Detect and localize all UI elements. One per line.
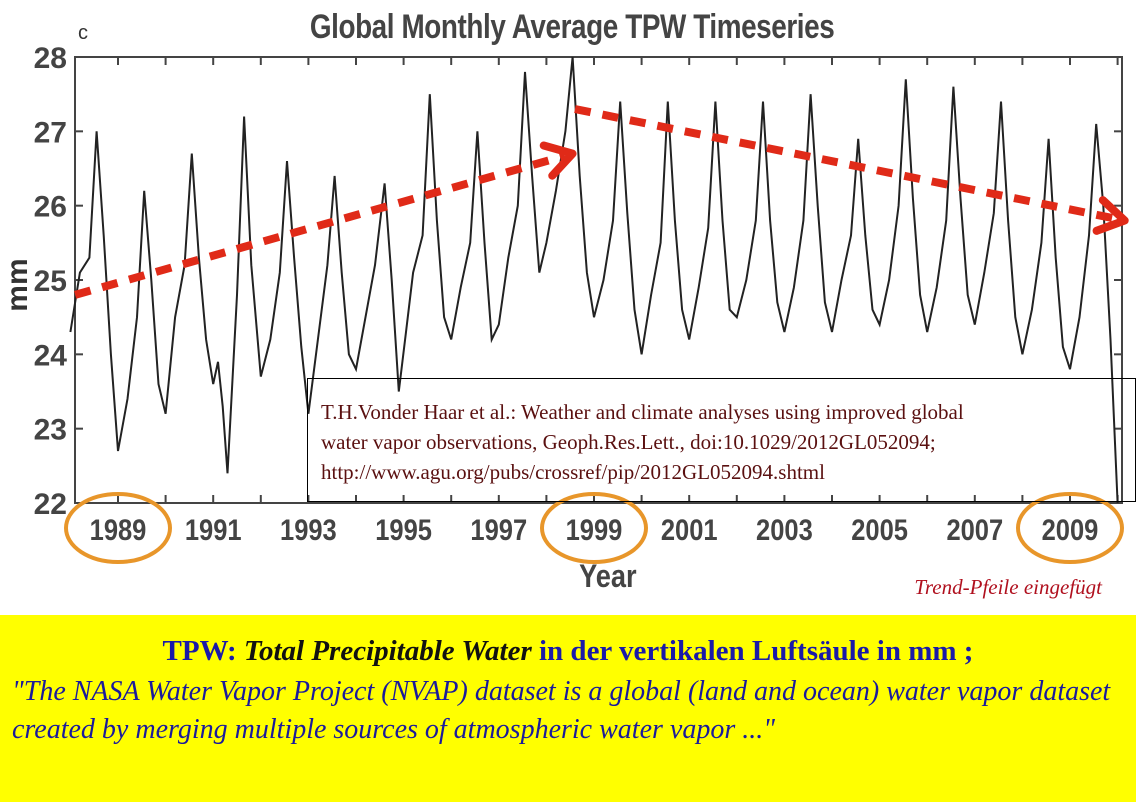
tpw-chart: 22 23 24 25 26 27 28 1989 1991 1993 1995 1997 1999 20… [34, 42, 1129, 564]
caption-quote: "The NASA Water Vapor Project (NVAP) dat… [12, 676, 1111, 745]
x-tick-label: 2007 [946, 513, 1003, 546]
y-tick-label: 28 [34, 42, 67, 75]
year-highlight-circle [64, 492, 172, 564]
x-tick-label: 1999 [566, 513, 623, 546]
x-tick-label: 1995 [375, 513, 432, 546]
x-tick-label: 1991 [185, 513, 242, 546]
x-tick-label: 1993 [280, 513, 337, 546]
y-tick-label: 24 [34, 339, 68, 372]
caption-panel: TPW: Total Precipitable Water in der ver… [0, 615, 1136, 802]
x-axis-label: Year [579, 558, 637, 594]
x-tick-label: 2003 [756, 513, 813, 546]
trend-arrow-shaft [574, 105, 1118, 223]
chart-area: 22 23 24 25 26 27 28 1989 1991 1993 1995 1997 1999 20… [1, 8, 1136, 599]
citation-line: http://www.agu.org/pubs/crossref/pip/201… [321, 460, 825, 484]
tpw-series-line [69, 56, 1119, 504]
y-tick-label: 23 [34, 414, 67, 447]
year-highlight-circle [1016, 492, 1124, 564]
y-tick-label: 22 [34, 488, 67, 521]
chart-title: Global Monthly Average TPW Timeseries [309, 8, 835, 46]
trend-arrow-head [539, 141, 577, 180]
x-tick-label: 2001 [661, 513, 718, 546]
trend-arrows-note: Trend-Pfeile eingefügt [914, 575, 1102, 599]
year-highlight-circle [540, 492, 648, 564]
citation-line: water vapor observations, Geoph.Res.Lett… [321, 430, 936, 454]
x-tick-label: 2005 [851, 513, 908, 546]
panel-letter: c [78, 22, 88, 44]
trend-arrow-head [1092, 196, 1129, 235]
caption-heading: TPW: Total Precipitable Water in der ver… [0, 635, 1136, 668]
caption-rest: in der vertikalen Luftsäule in mm ; [539, 635, 974, 667]
x-tick-label: 1997 [470, 513, 527, 546]
citation-box: T.H.Vonder Haar et al.: Weather and clim… [307, 378, 1136, 502]
x-tick-label: 2009 [1042, 513, 1099, 546]
y-tick-label: 25 [34, 265, 67, 298]
citation-text: T.H.Vonder Haar et al.: Weather and clim… [321, 397, 1131, 487]
y-tick-label: 27 [34, 116, 67, 149]
caption-term: Total Precipitable Water [243, 635, 532, 667]
y-tick-label: 26 [34, 191, 67, 224]
x-tick-label: 1989 [90, 513, 147, 546]
y-axis-label: mm [1, 258, 34, 312]
caption-key: TPW: [162, 635, 237, 667]
citation-line: T.H.Vonder Haar et al.: Weather and clim… [321, 400, 964, 424]
trend-arrow-shaft [74, 151, 566, 299]
